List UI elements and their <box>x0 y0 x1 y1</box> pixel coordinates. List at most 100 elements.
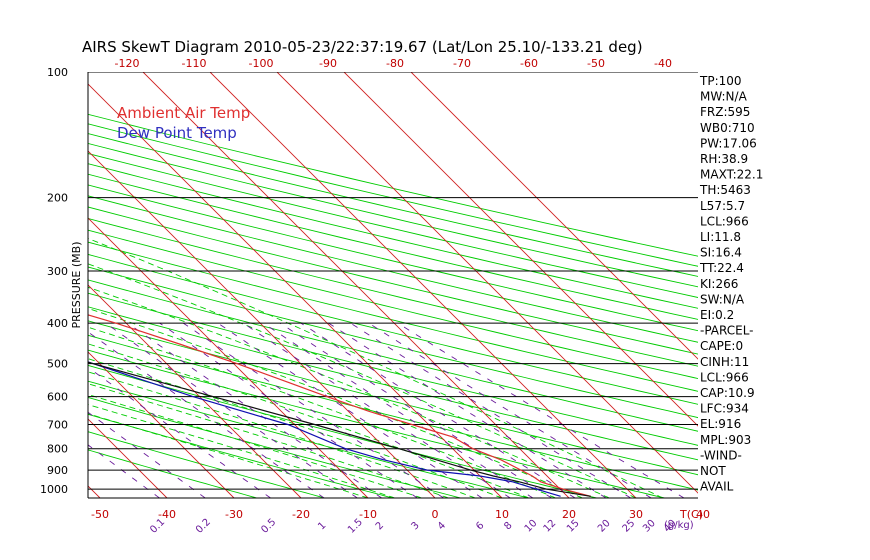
stability-index-entry: SW:N/A <box>700 292 745 306</box>
top-temperature-tick-label: -60 <box>520 57 538 70</box>
dry-adiabat-line <box>88 195 698 343</box>
stability-index-entry: KI:266 <box>700 277 738 291</box>
moist-adiabat-line <box>88 237 664 498</box>
legend-entry-dew-point: Dew Point Temp <box>117 124 237 142</box>
isotherm-line <box>0 72 33 498</box>
pressure-tick-label: 500 <box>47 358 68 371</box>
mixing-ratio-line <box>279 322 552 498</box>
stability-index-entry: AVAIL <box>700 480 734 494</box>
isotherm-line <box>142 72 570 498</box>
stability-index-entry: EL:916 <box>700 417 741 431</box>
top-temperature-tick-label: -90 <box>319 57 337 70</box>
top-temperature-tick-label: -40 <box>654 57 672 70</box>
mixing-ratio-lines <box>88 322 685 498</box>
stability-index-entry: LFC:934 <box>700 402 749 416</box>
dry-adiabat-line <box>88 206 698 355</box>
dry-adiabat-line <box>88 306 698 461</box>
stability-index-entry: CAP:10.9 <box>700 386 755 400</box>
pressure-tick-label: 1000 <box>40 483 68 496</box>
moist-adiabat-line <box>88 286 610 498</box>
bottom-temperature-ticks: -50 -40 -30 -20 -10 0 10 20 30 40 <box>91 508 710 521</box>
stability-index-entry: FRZ:595 <box>700 105 750 119</box>
top-temperature-tick-label: -80 <box>386 57 404 70</box>
stability-index-entry: -WIND- <box>700 448 742 462</box>
mixing-ratio-tick-label: 0.5 <box>259 517 278 536</box>
dry-adiabat-line <box>88 123 698 267</box>
mixing-ratio-line <box>350 322 631 498</box>
mixing-ratio-tick-label: 1 <box>316 520 328 532</box>
mixing-ratio-line <box>88 444 160 498</box>
pressure-tick-label: 400 <box>47 317 68 330</box>
dry-adiabat-line <box>88 184 698 332</box>
stability-index-entry: CAPE:0 <box>700 339 743 353</box>
bottom-temperature-tick-label: -30 <box>225 508 243 521</box>
isotherm-line <box>88 83 503 498</box>
dry-adiabat-line <box>88 320 698 476</box>
top-temperature-tick-label: -120 <box>115 57 140 70</box>
dry-adiabat-line <box>88 217 698 367</box>
dry-adiabats <box>88 113 698 498</box>
stability-index-entry: LCL:966 <box>700 214 749 228</box>
mixing-ratio-tick-label: 3 <box>409 520 421 532</box>
dry-adiabat-line <box>88 241 698 392</box>
isotherm-line <box>88 351 235 498</box>
stability-index-entry: TP:100 <box>699 74 742 88</box>
grid-lines <box>0 72 698 498</box>
bottom-temperature-tick-label: -40 <box>158 508 176 521</box>
mixing-ratio-tick-label: 10 <box>523 518 540 535</box>
y-axis-label: PRESSURE (MB) <box>70 242 83 329</box>
mixing-ratio-line <box>217 322 483 498</box>
dry-adiabat-line <box>88 113 698 257</box>
dry-adiabat-line <box>88 279 698 432</box>
dry-adiabat-line <box>88 253 698 405</box>
isotherm-line <box>276 72 698 494</box>
stability-index-entry: SI:16.4 <box>700 246 742 260</box>
stability-index-entry: MAXT:22.1 <box>700 168 763 182</box>
series-line <box>88 361 561 497</box>
isotherm-line <box>88 284 302 498</box>
dry-adiabat-line <box>88 431 325 498</box>
legend: Ambient Air Temp Dew Point Temp <box>117 104 250 142</box>
series-line <box>88 361 591 497</box>
stability-index-entry: RH:38.9 <box>700 152 748 166</box>
pressure-ticks: 100 200 300 400 500 600 700 800 900 1000 <box>40 66 68 496</box>
dry-adiabat-line <box>88 163 698 309</box>
isotherm-line <box>209 72 637 498</box>
stability-index-entry: LI:11.8 <box>700 230 741 244</box>
isotherms <box>0 72 698 498</box>
bottom-temperature-tick-label: -50 <box>91 508 109 521</box>
bottom-temperature-tick-label: 40 <box>696 508 710 521</box>
dry-adiabat-line <box>88 364 597 498</box>
mixing-ratio-line <box>88 366 271 498</box>
dry-adiabat-line <box>88 133 698 277</box>
isotherm-line <box>88 485 101 498</box>
bottom-temperature-tick-label: 30 <box>629 508 643 521</box>
mixing-ratio-unit: (g/kg) <box>664 520 694 531</box>
isotherm-line <box>88 150 436 498</box>
dry-adiabat-line <box>88 380 529 498</box>
top-temperature-tick-label: -70 <box>453 57 471 70</box>
isotherm-line <box>88 217 369 498</box>
isotherm-line <box>410 72 698 360</box>
dry-adiabat-line <box>88 349 665 498</box>
bottom-temperature-tick-label: 0 <box>432 508 439 521</box>
mixing-ratio-line <box>368 322 652 498</box>
mixing-ratio-tick-label: 20 <box>596 518 613 535</box>
mixing-ratio-tick-label: 6 <box>474 520 486 532</box>
stability-index-entry: LCL:966 <box>700 370 749 384</box>
sounding-series <box>88 314 591 497</box>
mixing-ratio-tick-label: 2 <box>374 520 386 532</box>
pressure-tick-label: 200 <box>47 192 68 205</box>
dry-adiabat-line <box>88 229 698 380</box>
stability-index-entry: CINH:11 <box>700 355 749 369</box>
top-temperature-tick-label: -100 <box>249 57 274 70</box>
bottom-temperature-tick-label: 10 <box>495 508 509 521</box>
dry-adiabat-line <box>88 142 698 288</box>
moist-adiabat-line <box>88 263 637 498</box>
isotherm-line <box>343 72 698 427</box>
stability-index-entry: MPL:903 <box>700 433 751 447</box>
dry-adiabat-line <box>88 449 258 498</box>
mixing-ratio-line <box>242 322 511 498</box>
